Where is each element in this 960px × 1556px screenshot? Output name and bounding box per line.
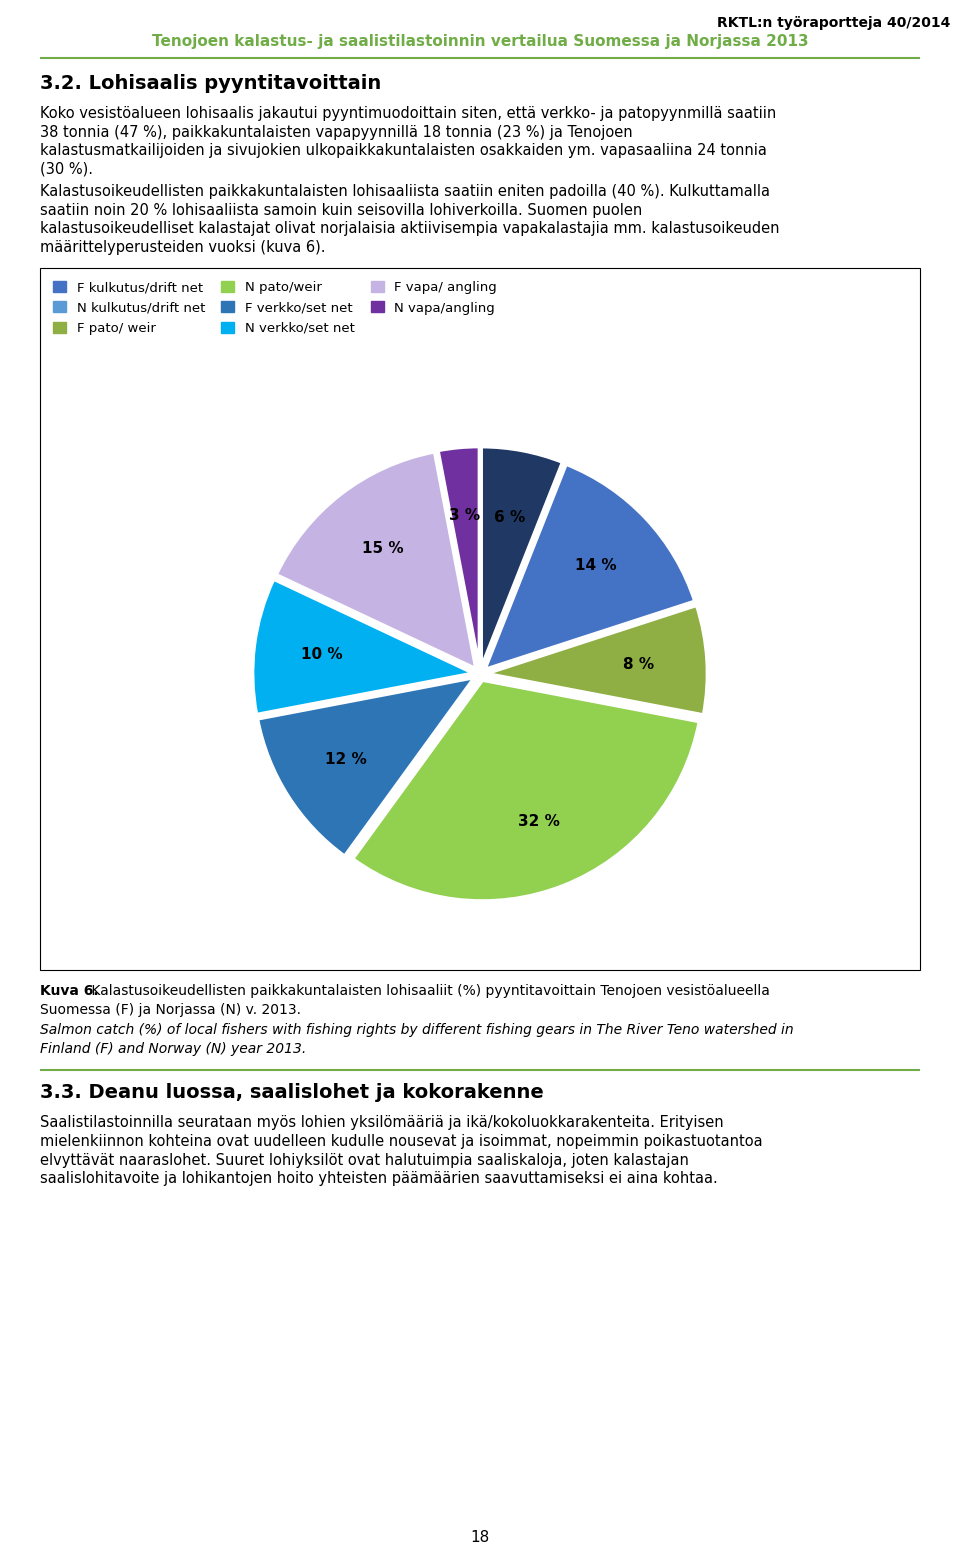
- Text: (30 %).: (30 %).: [40, 162, 93, 176]
- Wedge shape: [438, 447, 479, 668]
- Text: saalislohitavoite ja lohikantojen hoito yhteisten päämäärien saavuttamiseksi ei : saalislohitavoite ja lohikantojen hoito …: [40, 1172, 718, 1186]
- Text: Koko vesistöalueen lohisaalis jakautui pyyntimuodoittain siten, että verkko- ja : Koko vesistöalueen lohisaalis jakautui p…: [40, 106, 777, 121]
- Wedge shape: [481, 447, 563, 668]
- Text: elvyttävät naaraslohet. Suuret lohiyksilöt ovat halutuimpia saaliskaloja, joten : elvyttävät naaraslohet. Suuret lohiyksil…: [40, 1153, 689, 1167]
- Text: Kalastusoikeudellisten paikkakuntalaisten lohisaaliit (%) pyyntitavoittain Tenoj: Kalastusoikeudellisten paikkakuntalaiste…: [87, 983, 770, 997]
- Text: 10 %: 10 %: [301, 647, 343, 661]
- Wedge shape: [485, 464, 695, 669]
- Text: 15 %: 15 %: [362, 541, 403, 555]
- Wedge shape: [252, 579, 473, 714]
- Text: Salmon catch (%) of local fishers with fishing rights by different fishing gears: Salmon catch (%) of local fishers with f…: [40, 1022, 794, 1036]
- Text: 3 %: 3 %: [449, 509, 481, 523]
- Text: 32 %: 32 %: [517, 814, 560, 829]
- Text: 3.2. Lohisaalis pyyntitavoittain: 3.2. Lohisaalis pyyntitavoittain: [40, 75, 381, 93]
- Wedge shape: [276, 451, 476, 669]
- Text: määrittelyperusteiden vuoksi (kuva 6).: määrittelyperusteiden vuoksi (kuva 6).: [40, 240, 325, 255]
- Text: 12 %: 12 %: [324, 752, 367, 767]
- Text: saatiin noin 20 % lohisaaliista samoin kuin seisovilla lohiverkoilla. Suomen puo: saatiin noin 20 % lohisaaliista samoin k…: [40, 202, 642, 218]
- Text: 38 tonnia (47 %), paikkakuntalaisten vapapyynnillä 18 tonnia (23 %) ja Tenojoen: 38 tonnia (47 %), paikkakuntalaisten vap…: [40, 124, 633, 140]
- Bar: [40, 268, 920, 969]
- Wedge shape: [352, 680, 699, 901]
- Text: 14 %: 14 %: [575, 557, 616, 573]
- Wedge shape: [487, 605, 708, 714]
- Text: Suomessa (F) ja Norjassa (N) v. 2013.: Suomessa (F) ja Norjassa (N) v. 2013.: [40, 1002, 301, 1016]
- Text: mielenkiinnon kohteina ovat uudelleen kudulle nousevat ja isoimmat, nopeimmin po: mielenkiinnon kohteina ovat uudelleen ku…: [40, 1134, 762, 1148]
- Text: kalastusmatkailijoiden ja sivujokien ulkopaikkakuntalaisten osakkaiden ym. vapas: kalastusmatkailijoiden ja sivujokien ulk…: [40, 143, 767, 159]
- Text: Tenojoen kalastus- ja saalistilastoinnin vertailua Suomessa ja Norjassa 2013: Tenojoen kalastus- ja saalistilastoinnin…: [152, 34, 808, 48]
- Legend: F kulkutus/drift net, N kulkutus/drift net, F pato/ weir, N pato/weir, F verkko/: F kulkutus/drift net, N kulkutus/drift n…: [47, 274, 504, 341]
- Text: Saalistilastoinnilla seurataan myös lohien yksilömääriä ja ikä/kokoluokkarakente: Saalistilastoinnilla seurataan myös lohi…: [40, 1116, 724, 1131]
- Text: 18: 18: [470, 1530, 490, 1545]
- Wedge shape: [257, 677, 474, 856]
- Text: 6 %: 6 %: [494, 510, 525, 526]
- Text: 3.3. Deanu luossa, saalislohet ja kokorakenne: 3.3. Deanu luossa, saalislohet ja kokora…: [40, 1083, 543, 1103]
- Text: RKTL:n työraportteja 40/2014: RKTL:n työraportteja 40/2014: [716, 16, 950, 30]
- Text: Kalastusoikeudellisten paikkakuntalaisten lohisaaliista saatiin eniten padoilla : Kalastusoikeudellisten paikkakuntalaiste…: [40, 184, 770, 199]
- Text: Finland (F) and Norway (N) year 2013.: Finland (F) and Norway (N) year 2013.: [40, 1041, 306, 1055]
- Text: 8 %: 8 %: [623, 657, 654, 672]
- Text: Kuva 6.: Kuva 6.: [40, 983, 99, 997]
- Text: kalastusoikeudelliset kalastajat olivat norjalaisia aktiivisempia vapakalastajia: kalastusoikeudelliset kalastajat olivat …: [40, 221, 780, 237]
